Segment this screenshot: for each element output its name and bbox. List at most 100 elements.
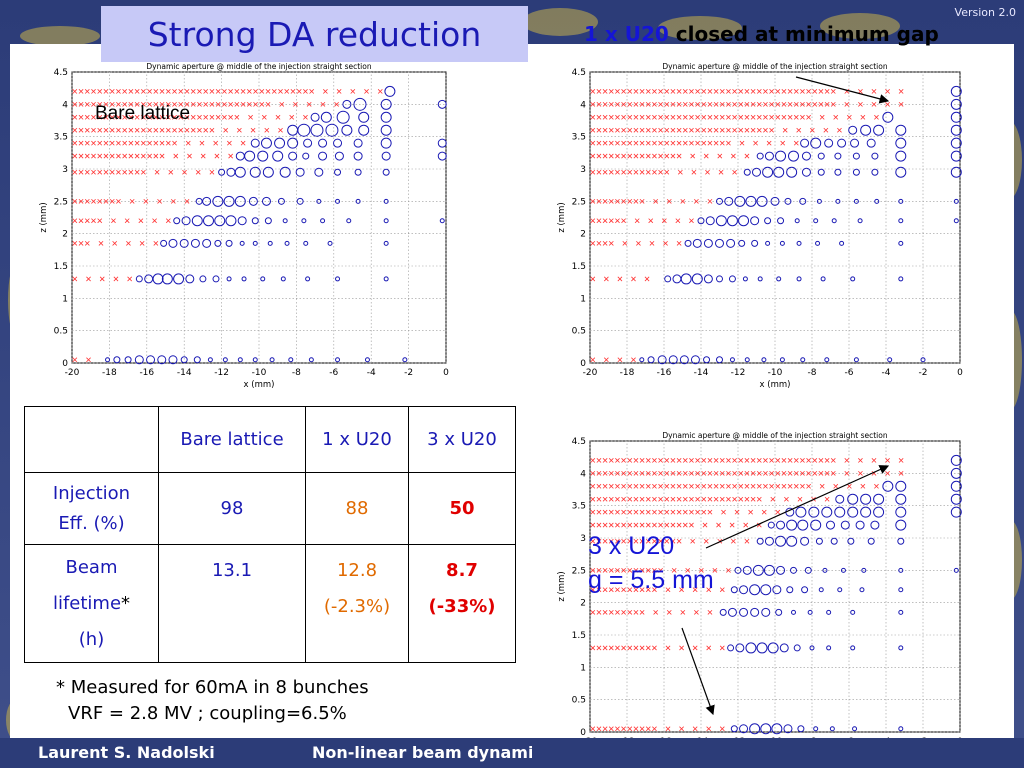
- surviving-particle-marker: [703, 356, 711, 364]
- lost-particle-marker: [639, 169, 645, 175]
- lost-particle-marker: [793, 114, 799, 120]
- lost-particle-marker: [652, 169, 657, 175]
- surviving-particle-marker: [761, 607, 771, 617]
- lost-particle-marker: [602, 140, 608, 146]
- lost-particle-marker: [278, 127, 283, 133]
- surviving-particle-marker: [735, 643, 745, 653]
- row-label-lifetime-star: *: [121, 592, 131, 614]
- surviving-particle-marker: [788, 150, 799, 162]
- surviving-particle-marker: [950, 166, 962, 178]
- lost-particle-marker: [103, 114, 109, 120]
- lost-particle-marker: [695, 89, 700, 94]
- lost-particle-marker: [718, 169, 724, 175]
- cell-lifetime-3xu20-change: (-33%): [428, 596, 496, 617]
- lost-particle-marker: [596, 458, 602, 463]
- lost-particle-marker: [645, 470, 651, 476]
- lost-particle-marker: [701, 509, 707, 515]
- lost-particle-marker: [837, 127, 842, 133]
- surviving-particle-marker: [383, 198, 389, 204]
- lost-particle-marker: [140, 140, 146, 146]
- lost-particle-marker: [633, 458, 639, 463]
- surviving-particle-marker: [168, 355, 178, 365]
- lost-particle-marker: [621, 101, 626, 107]
- surviving-particle-marker: [853, 357, 859, 363]
- lost-particle-marker: [756, 458, 762, 463]
- lost-particle-marker: [633, 522, 639, 528]
- x-tick-label: -18: [102, 368, 117, 378]
- lost-particle-marker: [143, 198, 149, 204]
- lost-particle-marker: [682, 127, 688, 133]
- surviving-particle-marker: [679, 355, 689, 365]
- lost-particle-marker: [689, 496, 694, 502]
- y-tick-label: 3.5: [54, 133, 68, 143]
- surviving-particle-marker: [320, 218, 326, 224]
- lost-particle-marker: [775, 89, 781, 94]
- surviving-particle-marker: [742, 565, 752, 575]
- surviving-particle-marker: [950, 137, 962, 149]
- y-tick-label: 1.5: [54, 262, 68, 272]
- surviving-particle-marker: [839, 240, 845, 246]
- lost-particle-marker: [806, 458, 811, 463]
- lost-particle-marker: [615, 538, 620, 544]
- footer-talk-title: Non-linear beam dynamics: [312, 743, 532, 762]
- surviving-particle-marker: [314, 167, 324, 177]
- lost-particle-marker: [223, 127, 229, 133]
- surviving-particle-marker: [739, 607, 749, 617]
- lost-particle-marker: [91, 153, 96, 159]
- lost-particle-marker: [203, 127, 209, 133]
- lost-particle-marker: [97, 140, 103, 146]
- lost-particle-marker: [695, 114, 700, 120]
- surviving-particle-marker: [898, 609, 904, 615]
- lost-particle-marker: [666, 609, 672, 615]
- lost-particle-marker: [264, 127, 270, 133]
- lost-particle-marker: [602, 522, 608, 528]
- x-tick-label: -8: [292, 368, 301, 378]
- lost-particle-marker: [84, 127, 90, 133]
- lost-particle-marker: [800, 458, 805, 463]
- surviving-particle-marker: [668, 355, 678, 365]
- lost-particle-marker: [184, 89, 190, 94]
- surviving-particle-marker: [690, 355, 700, 365]
- lost-particle-marker: [670, 483, 676, 489]
- lost-particle-marker: [830, 101, 836, 107]
- surviving-particle-marker: [834, 152, 842, 160]
- surviving-particle-marker: [790, 566, 797, 574]
- lost-particle-marker: [91, 89, 96, 94]
- lost-particle-marker: [627, 587, 633, 593]
- lost-particle-marker: [608, 101, 614, 107]
- surviving-particle-marker: [318, 151, 328, 161]
- lost-particle-marker: [846, 114, 852, 120]
- surviving-particle-marker: [277, 197, 285, 205]
- lost-particle-marker: [153, 101, 159, 107]
- surviving-particle-marker: [739, 585, 749, 595]
- lost-particle-marker: [608, 538, 614, 544]
- lost-particle-marker: [185, 140, 191, 146]
- lost-particle-marker: [184, 127, 190, 133]
- lost-particle-marker: [209, 101, 215, 107]
- surviving-particle-marker: [850, 645, 856, 651]
- surviving-particle-marker: [764, 217, 772, 225]
- surviving-particle-marker: [853, 198, 859, 204]
- lost-particle-marker: [676, 538, 682, 544]
- lost-particle-marker: [670, 496, 676, 502]
- surviving-particle-marker: [261, 196, 271, 206]
- lost-particle-marker: [240, 89, 246, 94]
- lost-particle-marker: [72, 198, 78, 204]
- lost-particle-marker: [692, 726, 698, 732]
- lost-particle-marker: [645, 645, 651, 651]
- y-tick-label: 2.5: [572, 566, 586, 576]
- surviving-particle-marker: [691, 273, 703, 285]
- surviving-particle-marker: [135, 275, 143, 283]
- lost-particle-marker: [738, 101, 744, 107]
- surviving-particle-marker: [288, 151, 298, 161]
- lost-particle-marker: [116, 114, 121, 120]
- lost-particle-marker: [730, 153, 736, 159]
- surviving-particle-marker: [779, 357, 785, 363]
- lost-particle-marker: [676, 470, 682, 476]
- surviving-particle-marker: [716, 356, 723, 364]
- lost-particle-marker: [652, 726, 657, 732]
- results-table: Bare lattice 1 x U20 3 x U20 Injection Ef…: [24, 406, 516, 663]
- lost-particle-marker: [769, 114, 774, 120]
- lost-particle-marker: [658, 522, 663, 528]
- y-tick-label: 1.5: [572, 631, 586, 641]
